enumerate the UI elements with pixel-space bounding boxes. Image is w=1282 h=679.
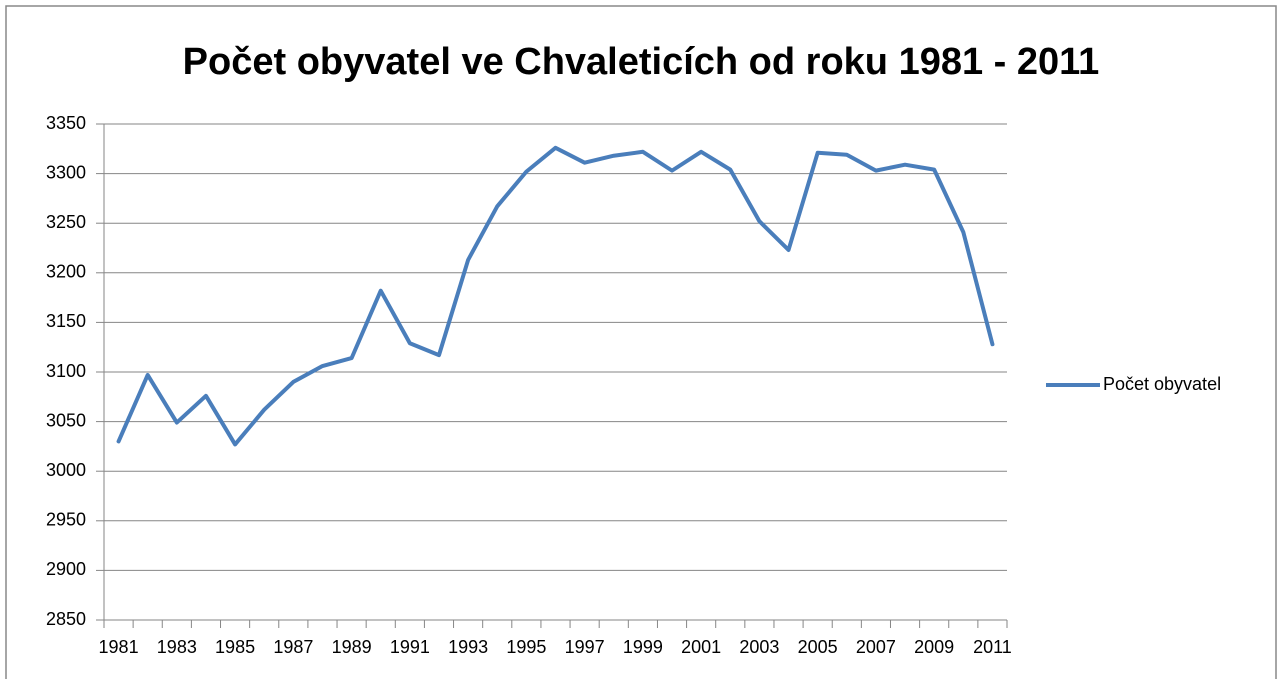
y-tick-label: 2950	[46, 510, 86, 530]
x-tick-label: 1989	[332, 637, 372, 657]
x-tick-label: 2011	[973, 637, 1012, 657]
x-tick-label: 1995	[506, 637, 546, 657]
x-tick-label: 2009	[914, 637, 954, 657]
x-tick-label: 2003	[739, 637, 779, 657]
x-tick-label: 1997	[565, 637, 605, 657]
data-line	[116, 145, 995, 447]
x-tick-label: 1991	[390, 637, 430, 657]
x-tick-label: 1999	[623, 637, 663, 657]
x-tick-label: 1987	[273, 637, 313, 657]
y-tick-label: 3250	[46, 212, 86, 232]
y-tick-label: 3200	[46, 262, 86, 282]
y-tick-label: 3350	[46, 113, 86, 133]
y-tick-label: 2900	[46, 559, 86, 579]
y-tick-label: 2850	[46, 609, 86, 629]
x-tick-label: 1993	[448, 637, 488, 657]
y-tick-label: 3100	[46, 361, 86, 381]
y-tick-label: 3050	[46, 410, 86, 430]
x-tick-label: 2001	[681, 637, 721, 657]
legend-label: Počet obyvatel	[1103, 374, 1221, 394]
x-tick-label: 2007	[856, 637, 896, 657]
y-tick-label: 3150	[46, 311, 86, 331]
x-tick-label: 1985	[215, 637, 255, 657]
chart-border	[5, 5, 1277, 679]
x-tick-label: 2005	[798, 637, 838, 657]
chart-title: Počet obyvatel ve Chvaleticích od roku 1…	[183, 41, 1100, 83]
x-tick-label: 1981	[99, 637, 139, 657]
y-tick-label: 3000	[46, 460, 86, 480]
y-tick-label: 3300	[46, 162, 86, 182]
x-tick-label: 1983	[157, 637, 197, 657]
